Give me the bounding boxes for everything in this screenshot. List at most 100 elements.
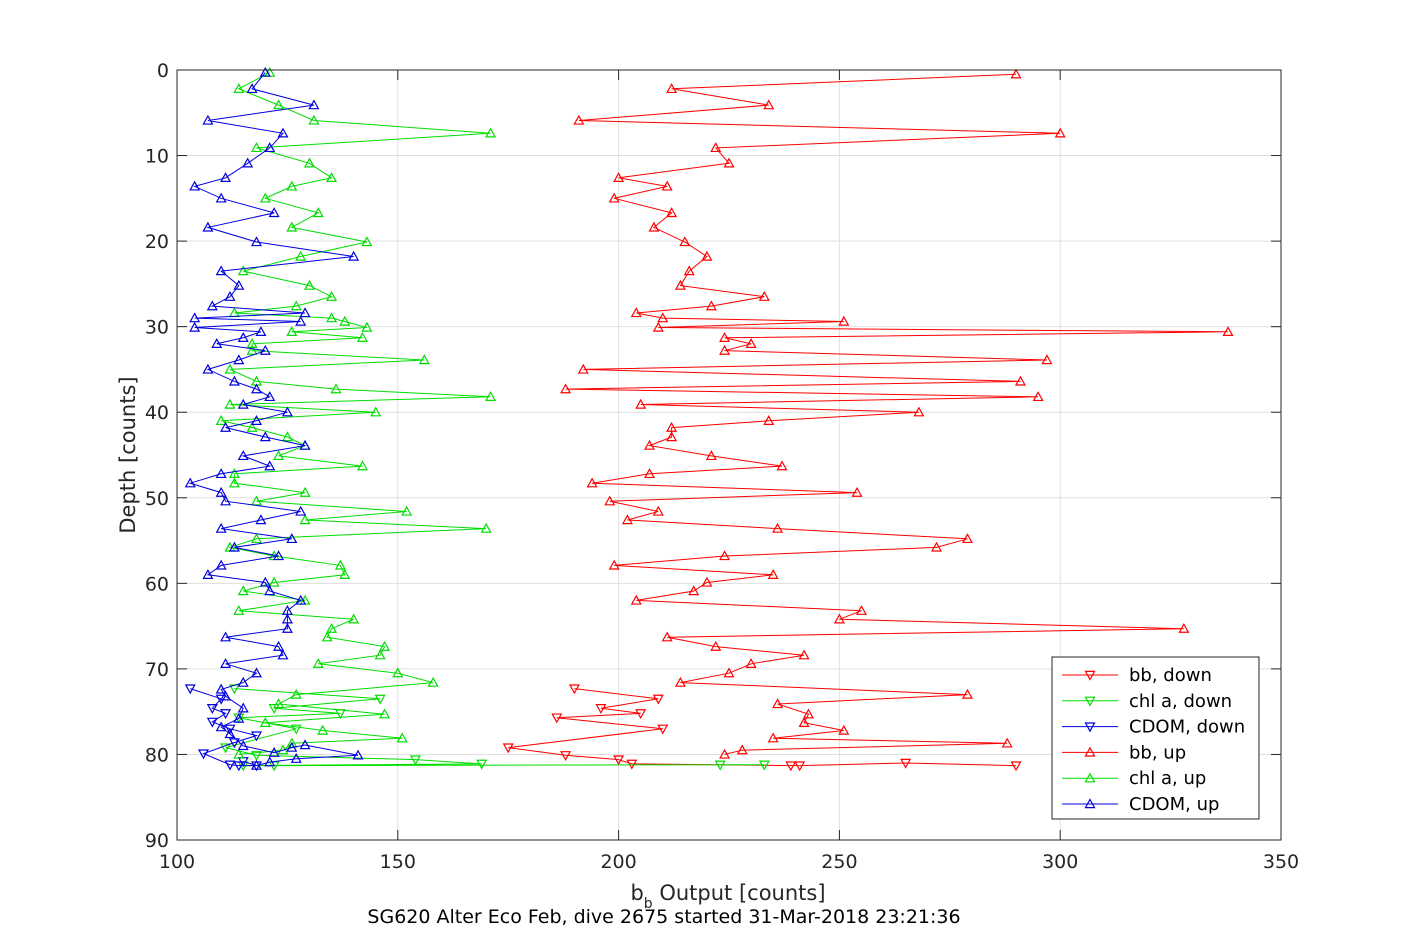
data-point-cdom-down	[206, 717, 218, 728]
data-point-bb-up	[560, 383, 572, 394]
data-point-bb-up	[666, 83, 678, 94]
data-point-chl-a-up	[303, 157, 315, 168]
data-point-bb-up	[666, 207, 678, 218]
data-point-bb-up	[1010, 68, 1022, 79]
data-point-bb-down	[551, 713, 563, 724]
data-point-bb-up	[1178, 622, 1190, 633]
data-point-bb-up	[1001, 737, 1013, 748]
legend-swatch-marker	[1084, 798, 1096, 809]
data-point-cdom-up	[233, 712, 245, 723]
data-point-bb-up	[648, 221, 660, 232]
data-point-cdom-up	[211, 338, 223, 348]
data-point-chl-a-up	[224, 363, 236, 374]
data-point-cdom-up	[264, 142, 276, 153]
data-point-chl-a-up	[246, 338, 258, 348]
data-point-bb-up	[763, 99, 775, 110]
data-point-chl-a-up	[268, 576, 280, 587]
data-point-bb-up	[573, 114, 585, 125]
data-point-bb-up	[705, 300, 717, 311]
data-point-bb-up	[1014, 375, 1026, 386]
data-point-bb-down	[626, 759, 638, 770]
data-point-bb-up	[652, 321, 664, 332]
data-point-bb-up	[758, 290, 770, 301]
data-point-chl-a-up	[228, 477, 240, 488]
data-point-chl-a-down	[476, 759, 488, 770]
data-point-cdom-up	[250, 667, 263, 678]
y-tick-label: 40	[145, 402, 169, 424]
data-point-chl-a-up	[485, 127, 497, 138]
data-point-cdom-up	[233, 354, 245, 365]
data-point-chl-a-up	[356, 460, 368, 471]
data-point-cdom-up	[277, 127, 289, 138]
data-point-chl-a-up	[326, 290, 338, 301]
legend-swatch-marker	[1084, 722, 1096, 733]
data-point-cdom-up	[220, 658, 232, 668]
series-cdom-down	[184, 684, 263, 772]
data-point-bb-up	[838, 315, 850, 326]
data-point-cdom-up	[215, 522, 227, 533]
data-point-cdom-up	[264, 391, 276, 402]
data-point-chl-a-up	[286, 737, 298, 748]
legend-swatch-marker	[1084, 670, 1096, 681]
data-point-bb-up	[630, 594, 642, 605]
data-point-cdom-up	[352, 749, 364, 760]
data-point-cdom-up	[295, 505, 307, 516]
data-point-cdom-up	[273, 640, 285, 651]
data-point-cdom-up	[237, 398, 249, 409]
data-point-cdom-up	[202, 114, 214, 125]
data-point-chl-a-up	[259, 192, 271, 203]
data-point-chl-a-up	[233, 748, 245, 759]
legend-item-chl-a-down: chl a, down	[1062, 691, 1232, 712]
data-point-bb-up	[630, 307, 642, 318]
data-point-chl-a-up	[379, 640, 391, 651]
x-axis-label-rest: Output [counts]	[653, 881, 826, 905]
data-point-chl-a-up	[246, 344, 258, 355]
data-point-bb-down	[657, 724, 669, 735]
legend-label: bb, up	[1129, 742, 1186, 763]
legend-swatch-marker	[1084, 772, 1096, 783]
data-point-bb-down	[652, 694, 664, 705]
data-point-chl-a-up	[401, 505, 413, 516]
data-point-cdom-up	[277, 649, 289, 660]
data-point-chl-a-up	[334, 559, 346, 570]
data-point-bb-up	[705, 450, 717, 461]
data-point-cdom-up	[220, 690, 232, 701]
data-point-chl-a-up	[281, 431, 293, 442]
data-point-bb-up	[679, 236, 691, 247]
data-point-bb-up	[719, 344, 731, 355]
data-point-bb-up	[701, 576, 713, 587]
series-cdom-up	[184, 66, 364, 770]
data-point-bb-down	[1010, 761, 1022, 772]
data-point-cdom-up	[237, 676, 249, 687]
data-point-bb-up	[723, 667, 735, 678]
data-point-chl-a-up	[308, 114, 320, 125]
data-point-cdom-up	[255, 326, 267, 336]
data-point-cdom-down	[233, 761, 245, 772]
y-tick-label: 30	[145, 317, 169, 339]
data-point-cdom-up	[189, 321, 201, 332]
data-point-cdom-up	[264, 460, 276, 471]
data-point-cdom-up	[259, 576, 271, 587]
data-point-bb-up	[719, 748, 731, 759]
data-point-cdom-up	[299, 307, 311, 318]
legend-item-bb-down: bb, down	[1062, 665, 1212, 686]
data-point-chl-a-up	[259, 717, 271, 727]
legend-label: CDOM, down	[1129, 717, 1245, 738]
data-point-bb-up	[683, 265, 695, 276]
data-point-bb-up	[1054, 127, 1066, 138]
data-point-bb-up	[608, 559, 620, 570]
data-point-chl-a-up	[356, 332, 368, 342]
data-point-cdom-up	[237, 332, 249, 342]
data-point-cdom-up	[242, 157, 254, 168]
y-tick-label: 90	[145, 830, 169, 852]
series-line-bb-up	[565, 73, 1229, 755]
data-point-cdom-up	[228, 375, 240, 386]
data-point-bb-down	[568, 684, 580, 695]
y-tick-label: 0	[157, 60, 169, 82]
y-tick-label: 50	[145, 488, 169, 510]
data-point-bb-up	[719, 332, 731, 342]
y-tick-label: 70	[145, 659, 169, 681]
y-tick-label: 10	[145, 146, 169, 168]
legend-item-bb-up: bb, up	[1062, 742, 1186, 763]
data-point-chl-a-up	[303, 279, 315, 290]
